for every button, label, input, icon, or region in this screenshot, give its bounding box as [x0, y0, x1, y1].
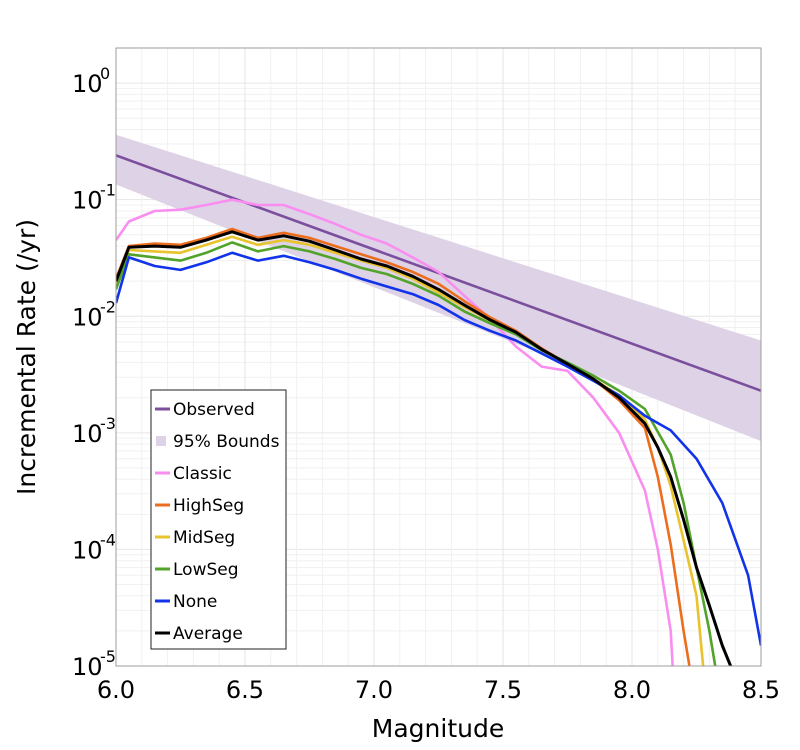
- y-tick-base: 10: [72, 653, 103, 681]
- y-tick-base: 10: [72, 420, 103, 448]
- legend-box: [150, 389, 287, 650]
- y-tick-label: 10-1: [72, 181, 116, 215]
- y-tick-label: 10-4: [72, 530, 116, 564]
- series-line-lowseg: [116, 241, 717, 666]
- legend-item-lowseg: LowSeg: [155, 560, 239, 580]
- y-tick-label: 10-3: [72, 414, 116, 448]
- x-tick-label: 7.5: [484, 676, 522, 704]
- y-tick-exponent: 0: [100, 64, 110, 83]
- x-tick-label: 8.5: [742, 676, 780, 704]
- legend-label: None: [173, 592, 217, 612]
- legend-label: Observed: [173, 400, 255, 420]
- x-tick-label: 7.0: [355, 676, 393, 704]
- y-axis-title: Incremental Rate (/yr): [12, 219, 41, 495]
- legend-item-observed: Observed: [155, 400, 255, 420]
- x-tick-label: 6.0: [97, 676, 135, 704]
- series-line-average: [116, 230, 733, 666]
- y-tick-base: 10: [72, 70, 103, 98]
- legend-item-classic: Classic: [155, 464, 232, 484]
- y-tick-label: 100: [72, 64, 110, 98]
- y-tick-exponent: -1: [100, 181, 116, 200]
- legend-label: MidSeg: [173, 528, 235, 548]
- legend-item-average: Average: [155, 624, 243, 644]
- y-tick-exponent: -2: [100, 297, 116, 316]
- legend-label: Average: [173, 624, 243, 644]
- y-tick-exponent: -4: [100, 530, 116, 549]
- legend: Observed 95% Bounds Classic HighSeg MidSeg Lo…: [150, 389, 287, 650]
- plot-frame: [115, 47, 762, 667]
- x-tick-label: 8.0: [613, 676, 651, 704]
- y-tick-exponent: -5: [100, 647, 116, 666]
- legend-label: 95% Bounds: [173, 432, 280, 452]
- legend-item-none: None: [155, 592, 217, 612]
- y-tick-base: 10: [72, 536, 103, 564]
- legend-item-highseg: HighSeg: [155, 496, 244, 516]
- y-tick-base: 10: [72, 187, 103, 215]
- series-layer: [116, 154, 761, 666]
- legend-label: HighSeg: [173, 496, 244, 516]
- x-tick-label: 6.5: [226, 676, 264, 704]
- legend-label: LowSeg: [173, 560, 239, 580]
- y-tick-base: 10: [72, 303, 103, 331]
- series-line-highseg: [116, 227, 691, 666]
- y-tick-label: 10-2: [72, 297, 116, 331]
- x-axis-title: Magnitude: [372, 714, 504, 743]
- legend-swatch: [156, 436, 166, 446]
- x-tick-labels: 6.0 6.5 7.0 7.5 8.0 8.5: [97, 676, 780, 704]
- series-line-none: [116, 251, 761, 646]
- legend-label: Classic: [173, 464, 232, 484]
- legend-item-midseg: MidSeg: [155, 528, 235, 548]
- y-tick-label: 10-5: [72, 647, 116, 681]
- legend-item-95-bounds: 95% Bounds: [156, 432, 280, 452]
- y-tick-exponent: -3: [100, 414, 116, 433]
- series-line-classic: [116, 198, 674, 666]
